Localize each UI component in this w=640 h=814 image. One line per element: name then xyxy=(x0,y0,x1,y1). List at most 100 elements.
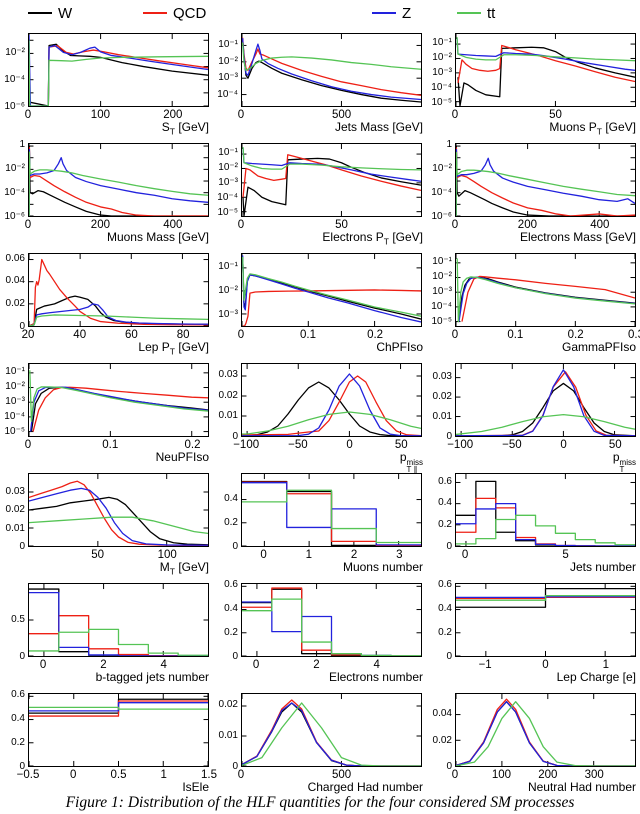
series-tt xyxy=(242,490,421,542)
x-tick-label: 60 xyxy=(125,329,138,341)
x-tick-label: 50 xyxy=(394,439,408,451)
legend-label-w: W xyxy=(58,4,73,22)
plot-frame xyxy=(241,143,422,217)
legend-item-w: W xyxy=(28,3,72,23)
plot-canvas xyxy=(242,584,421,656)
x-tick-label: 50 xyxy=(608,439,622,451)
x-tick-label: 0 xyxy=(237,109,245,121)
x-axis-tick-labels: 0 500 xyxy=(238,769,422,782)
x-tick-label: −1 xyxy=(478,659,492,671)
x-axis-tick-labels: 0 50 xyxy=(238,219,422,232)
y-tick-label: 0.02 xyxy=(5,504,25,515)
x-tick-label: 500 xyxy=(331,769,352,781)
x-axis-label: IsEle xyxy=(182,780,209,794)
plot-canvas xyxy=(242,364,421,436)
y-axis-tick-labels: 10⁻¹ 10⁻² 10⁻³ 10⁻⁴ 10⁻⁵ xyxy=(0,363,26,437)
x-tick-label: 0.3 xyxy=(628,329,640,341)
y-tick-label: 10⁻⁵ xyxy=(217,206,238,218)
y-tick-label: 10⁻¹ xyxy=(218,147,238,159)
x-tick-label: 1 xyxy=(602,659,610,671)
y-tick-label: 0.2 xyxy=(438,627,452,639)
x-axis-label: b-tagged jets number xyxy=(95,670,209,684)
y-tick-label: 0.03 xyxy=(432,371,452,382)
x-axis-label: Electrons number xyxy=(328,670,423,684)
y-tick-label: 0 xyxy=(446,761,452,772)
subplot: 0 0.01 0.02 0.03 50 100 MT [GeV] xyxy=(0,468,213,578)
y-tick-label: 10⁻⁶ xyxy=(431,211,452,222)
plot-frame xyxy=(241,33,422,107)
y-tick-label: 0.02 xyxy=(5,298,25,310)
x-axis-label: MT [GeV] xyxy=(159,560,209,577)
x-tick-label: 400 xyxy=(590,219,610,231)
y-tick-label: 0.6 xyxy=(224,579,238,591)
y-tick-label: 10⁻¹ xyxy=(218,261,238,273)
y-tick-label: 0.01 xyxy=(218,410,238,422)
y-tick-label: 0.03 xyxy=(5,485,25,497)
x-axis-tick-labels: 0 0.1 0.2 xyxy=(25,439,209,452)
y-axis-tick-labels: 0 0.2 0.4 0.6 xyxy=(427,473,453,551)
x-tick-label: 0 xyxy=(39,659,47,671)
series-W xyxy=(29,589,208,656)
x-tick-label: 40 xyxy=(73,329,87,341)
y-tick-label: 10⁻² xyxy=(218,162,238,174)
x-axis-label: Charged Had number xyxy=(307,780,423,794)
plot-canvas xyxy=(242,144,421,216)
y-tick-label: 10⁻⁶ xyxy=(4,211,25,222)
y-tick-label: 0.6 xyxy=(438,579,452,591)
x-axis-label: Jets Mass [GeV] xyxy=(334,120,423,134)
plot-canvas xyxy=(456,144,635,216)
x-tick-label: −50 xyxy=(502,439,522,451)
series-Z xyxy=(456,370,635,436)
series-tt xyxy=(29,629,208,655)
x-axis-tick-labels: 0 500 xyxy=(237,109,422,122)
y-tick-label: 10⁻⁴ xyxy=(217,191,238,203)
x-tick-label: −100 xyxy=(447,439,474,451)
y-tick-label: 0.06 xyxy=(5,252,25,264)
series-W xyxy=(243,257,421,319)
y-tick-label: 10⁻³ xyxy=(5,396,25,408)
plot-frame xyxy=(455,33,636,107)
series-tt xyxy=(456,415,635,435)
x-axis-tick-labels: 0 200 400 xyxy=(25,219,209,232)
y-tick-label: 10⁻⁵ xyxy=(431,316,452,328)
series-Z xyxy=(243,38,421,99)
y-tick-label: 0.02 xyxy=(218,389,238,401)
x-axis-label: ST [GeV] xyxy=(161,120,209,137)
y-tick-label: 10⁻⁶ xyxy=(4,101,25,112)
series-Z xyxy=(29,35,208,106)
x-tick-label: 0 xyxy=(451,329,459,341)
figure-caption: Figure 1: Distribution of the HLF quanti… xyxy=(65,794,575,811)
series-QCD xyxy=(242,700,421,766)
subplot: 0 0.2 0.4 0.6 −0.5 0 0.5 1 1.5 IsEle xyxy=(0,688,217,798)
plot-frame xyxy=(28,473,209,547)
y-tick-label: 0 xyxy=(19,541,25,552)
x-tick-label: 100 xyxy=(157,549,177,561)
x-axis-label: Lep PT [GeV] xyxy=(138,340,209,357)
x-tick-label: 50 xyxy=(335,219,348,231)
y-tick-label: 0.4 xyxy=(224,493,238,505)
y-axis-tick-labels: 10⁻¹ 10⁻² 10⁻³ 10⁻⁴ 10⁻⁵ xyxy=(427,253,453,327)
plot-frame xyxy=(241,253,422,327)
y-tick-label: 10⁻⁴ xyxy=(431,81,452,93)
series-tt xyxy=(29,517,208,533)
x-axis-label: p miss T xyxy=(612,450,636,474)
y-tick-label: 0.2 xyxy=(224,627,238,639)
x-tick-label: −100 xyxy=(233,439,260,451)
subplot: 0 0.02 0.04 0.06 20 40 60 80 Lep PT [GeV] xyxy=(0,248,213,358)
plot-canvas xyxy=(29,474,208,546)
x-tick-label: 0.1 xyxy=(102,439,119,451)
legend-item-z: Z xyxy=(372,3,411,23)
plot-frame xyxy=(28,143,209,217)
y-axis-tick-labels: 0 0.2 0.4 0.6 xyxy=(427,579,453,662)
x-axis-tick-labels: −100 −50 0 50 xyxy=(447,439,636,452)
series-tt xyxy=(456,515,635,544)
y-tick-label: 0 xyxy=(446,431,452,442)
x-tick-label: 1 xyxy=(160,769,167,781)
y-tick-label: 10⁻¹ xyxy=(432,256,452,268)
subplot: 10⁻¹ 10⁻² 10⁻³ 0 0.1 0.2 ChPFIso xyxy=(213,248,427,358)
series-W xyxy=(456,383,635,435)
